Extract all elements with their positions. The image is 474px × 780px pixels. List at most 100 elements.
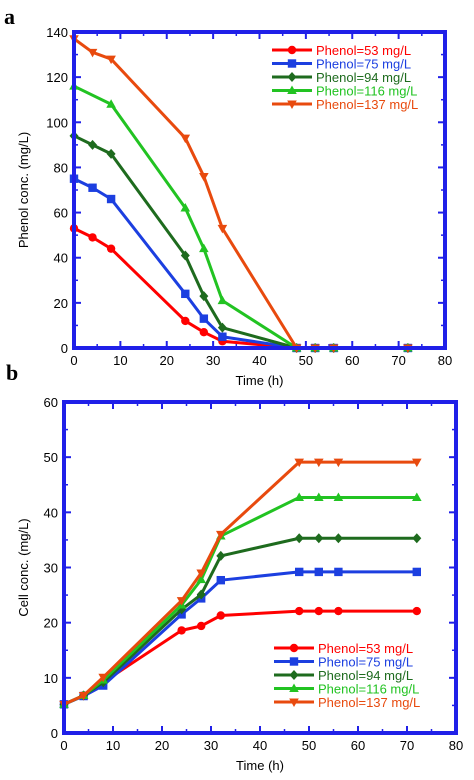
- x-tick-label: 50: [302, 738, 316, 753]
- data-point: [181, 316, 190, 326]
- y-tick-label: 80: [54, 160, 68, 175]
- x-tick-label: 60: [351, 738, 365, 753]
- data-point: [314, 567, 323, 577]
- data-point: [412, 533, 422, 544]
- data-point: [218, 332, 227, 341]
- y-axis-label: Cell conc. (mg/L): [16, 518, 31, 616]
- panel-label: a: [4, 4, 15, 29]
- legend-label: Phenol=137 mg/L: [318, 695, 420, 710]
- legend-marker: [287, 100, 297, 109]
- legend-label: Phenol=75 mg/L: [318, 655, 413, 670]
- data-point: [106, 55, 116, 65]
- y-tick-label: 50: [44, 450, 58, 465]
- legend-marker: [289, 683, 299, 692]
- legend-label: Phenol=94 mg/L: [316, 70, 411, 85]
- data-point: [197, 621, 206, 631]
- x-tick-label: 30: [204, 738, 218, 753]
- data-point: [78, 691, 89, 701]
- data-point: [295, 606, 304, 616]
- legend-label: Phenol=53 mg/L: [316, 43, 411, 58]
- data-point: [106, 194, 116, 204]
- plot-frame: [72, 30, 447, 350]
- data-point: [412, 606, 421, 616]
- x-tick-label: 10: [113, 353, 127, 368]
- series-3: [69, 81, 413, 352]
- data-point: [87, 48, 98, 58]
- legend-marker: [289, 643, 299, 653]
- series-line: [63, 570, 417, 706]
- data-point: [216, 550, 226, 561]
- y-tick-label: 120: [46, 70, 68, 85]
- data-point: [196, 589, 206, 600]
- x-tick-label: 20: [160, 353, 174, 368]
- y-tick-label: 40: [44, 505, 58, 520]
- panel-label: b: [6, 360, 18, 385]
- data-point: [314, 606, 323, 616]
- x-axis-label: Time (h): [236, 758, 284, 773]
- data-point: [216, 611, 225, 620]
- y-tick-label: 30: [44, 561, 58, 576]
- data-point: [294, 533, 304, 544]
- data-point: [177, 626, 186, 635]
- data-point: [106, 99, 116, 108]
- data-point: [217, 295, 228, 305]
- y-tick-label: 60: [44, 395, 58, 410]
- legend-label: Phenol=116 mg/L: [316, 84, 417, 99]
- x-tick-label: 80: [449, 738, 463, 753]
- legend-label: Phenol=116 mg/L: [318, 682, 419, 697]
- data-point: [412, 458, 422, 468]
- x-tick-label: 50: [299, 353, 313, 368]
- y-axis-label: Phenol conc. (mg/L): [16, 132, 31, 248]
- y-tick-label: 10: [44, 671, 58, 686]
- x-tick-label: 60: [345, 353, 359, 368]
- data-point: [106, 148, 116, 159]
- data-point: [180, 250, 190, 261]
- x-tick-label: 40: [252, 353, 266, 368]
- x-tick-label: 40: [253, 738, 267, 753]
- legend-label: Phenol=75 mg/L: [316, 57, 411, 72]
- legend-marker: [289, 670, 299, 680]
- legend-marker: [289, 698, 299, 707]
- data-point: [180, 203, 191, 212]
- data-point: [98, 673, 108, 683]
- data-point: [216, 575, 225, 585]
- data-point: [217, 224, 228, 234]
- x-tick-label: 10: [106, 738, 120, 753]
- legend-label: Phenol=94 mg/L: [318, 668, 413, 683]
- series-2: [69, 130, 413, 353]
- data-point: [216, 530, 226, 540]
- data-point: [333, 492, 344, 501]
- data-point: [334, 606, 343, 616]
- legend-marker: [287, 45, 297, 55]
- data-point: [333, 458, 344, 468]
- series-1: [69, 174, 413, 353]
- series-line: [73, 227, 408, 350]
- x-tick-label: 30: [206, 353, 220, 368]
- legend-marker: [287, 85, 297, 94]
- data-point: [412, 492, 422, 501]
- y-tick-label: 0: [61, 341, 68, 356]
- data-point: [314, 492, 324, 501]
- series-line: [73, 134, 408, 350]
- data-point: [88, 233, 97, 242]
- legend-marker: [287, 72, 297, 82]
- data-point: [314, 533, 324, 544]
- data-point: [217, 322, 227, 333]
- data-point: [181, 289, 190, 299]
- y-tick-label: 20: [44, 616, 58, 631]
- data-point: [88, 183, 97, 192]
- data-point: [314, 458, 324, 468]
- data-point: [106, 244, 116, 253]
- data-point: [412, 567, 421, 577]
- x-tick-label: 0: [70, 353, 77, 368]
- y-tick-label: 100: [46, 115, 68, 130]
- y-tick-label: 20: [54, 296, 68, 311]
- data-point: [196, 569, 206, 579]
- data-point: [199, 243, 209, 253]
- legend-label: Phenol=53 mg/L: [318, 641, 413, 656]
- data-point: [176, 597, 187, 606]
- x-tick-label: 80: [438, 353, 452, 368]
- x-axis-label: Time (h): [236, 373, 284, 388]
- data-point: [196, 574, 206, 584]
